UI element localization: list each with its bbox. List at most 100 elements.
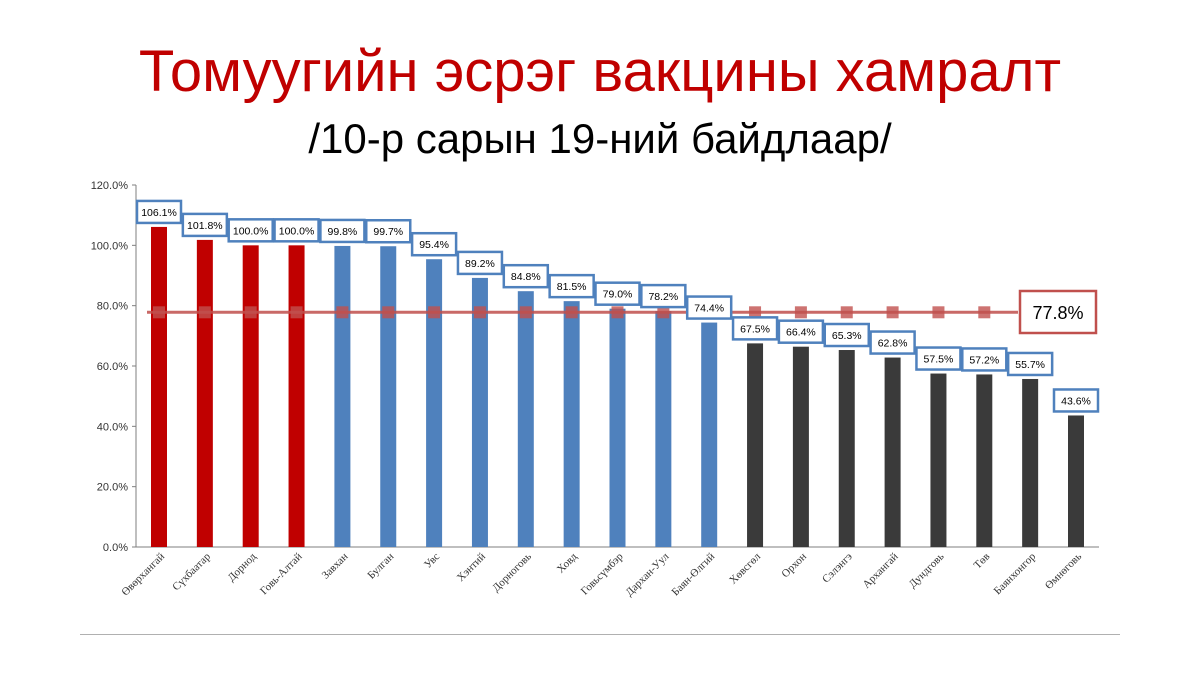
bar-14 [747,343,764,547]
category-label: Өмнөговь [1043,551,1084,592]
value-label: 99.7% [373,226,403,238]
category-label: Сэлэнгэ [820,550,855,585]
reference-marker [932,306,945,319]
bar-17 [884,357,901,547]
bar-13 [701,322,718,547]
category-label: Ховд [555,550,580,575]
value-label-box [594,281,641,306]
value-label: 65.3% [832,330,862,342]
category-label: Завхан [320,551,351,582]
value-label: 57.2% [969,354,999,366]
bar-4 [288,245,305,548]
bar-6 [380,246,397,547]
value-label: 81.5% [557,281,587,293]
category-label: Баянхонгор [992,550,1039,597]
category-label: Төв [972,551,993,572]
y-tick-label: 0.0% [103,542,128,554]
value-label-box [777,319,825,344]
chart-title: Томуугийн эсрэг вакцины хамралт [138,39,1062,104]
category-label: Дархан-Уул [623,550,671,598]
value-label: 100.0% [233,225,269,237]
reference-marker [611,306,624,319]
value-label-box [915,346,962,371]
category-label: Говьсүмбэр [579,550,626,597]
category-label: Архангай [861,551,901,591]
reference-marker [794,306,807,319]
bar-21 [1068,415,1084,547]
chart-subtitle: /10-р сарын 19-ний байдлаар/ [308,115,892,162]
value-label: 78.2% [648,291,678,303]
value-label-box [502,263,550,289]
bar-18 [930,373,947,547]
value-label-box [227,218,274,243]
bar-20 [1022,378,1039,547]
y-tick-label: 40.0% [97,421,128,433]
value-label: 57.5% [924,354,954,366]
value-label: 84.8% [511,271,541,283]
category-label: Баян-Өлгий [670,551,718,599]
value-label-box [410,231,458,257]
bar-2 [196,239,213,548]
category-label: Орхон [779,551,809,581]
value-label-box [961,347,1008,372]
reference-label-box [1018,289,1098,335]
reference-marker [198,306,211,319]
reference-marker [336,306,349,319]
value-label-box [640,283,687,309]
reference-marker [290,306,303,319]
y-tick-label: 20.0% [97,482,128,494]
category-label: Дундговь [907,551,947,591]
category-label: Говь-Алтай [258,551,305,598]
value-label: 89.2% [465,258,495,270]
bar-11 [609,308,626,547]
value-label-box [365,218,412,244]
value-label: 66.4% [786,327,816,339]
y-tick-label: 80.0% [97,301,128,313]
value-label: 79.0% [603,289,633,301]
value-label: 74.4% [694,303,724,315]
reference-marker [153,306,165,319]
category-label: Хэнтий [455,551,488,584]
y-tick-label: 60.0% [97,361,128,373]
value-label: 100.0% [279,225,315,237]
value-label: 101.8% [187,220,223,232]
bar-3 [242,245,259,548]
y-tick-label: 120.0% [91,180,129,192]
category-label: Хөвсгөл [727,550,763,586]
y-tick-label: 100.0% [91,240,129,252]
reference-marker [382,306,395,319]
reference-marker [886,306,899,319]
value-label-box [731,316,779,341]
bar-15 [792,346,809,547]
value-label-box [181,212,229,238]
reference-marker [978,306,991,319]
reference-marker [519,306,532,319]
bar-9 [517,291,534,547]
reference-marker [244,306,257,319]
bar-12 [655,311,672,547]
bar-1 [151,226,167,547]
value-label: 43.6% [1061,395,1091,407]
bar-7 [426,259,443,547]
reference-marker [840,306,853,319]
value-label-box [685,295,733,320]
bar-19 [976,374,993,547]
category-label: Дорнод [225,550,259,584]
bar-5 [334,245,351,548]
bottom-divider [80,634,1120,635]
reference-marker [565,306,578,319]
bar-8 [471,277,488,547]
value-label-box [1052,388,1100,413]
reference-marker [657,306,670,319]
value-label: 62.8% [878,338,908,350]
value-label-box [456,250,504,276]
value-label: 67.5% [740,323,770,335]
reference-marker [749,306,762,319]
value-label: 55.7% [1015,359,1045,371]
bar-10 [563,301,580,547]
bar-16 [838,350,855,547]
category-label: Сүхбаатар [170,550,213,593]
reference-marker [428,306,441,319]
value-label-box [823,322,870,348]
category-label: Булган [365,551,396,582]
